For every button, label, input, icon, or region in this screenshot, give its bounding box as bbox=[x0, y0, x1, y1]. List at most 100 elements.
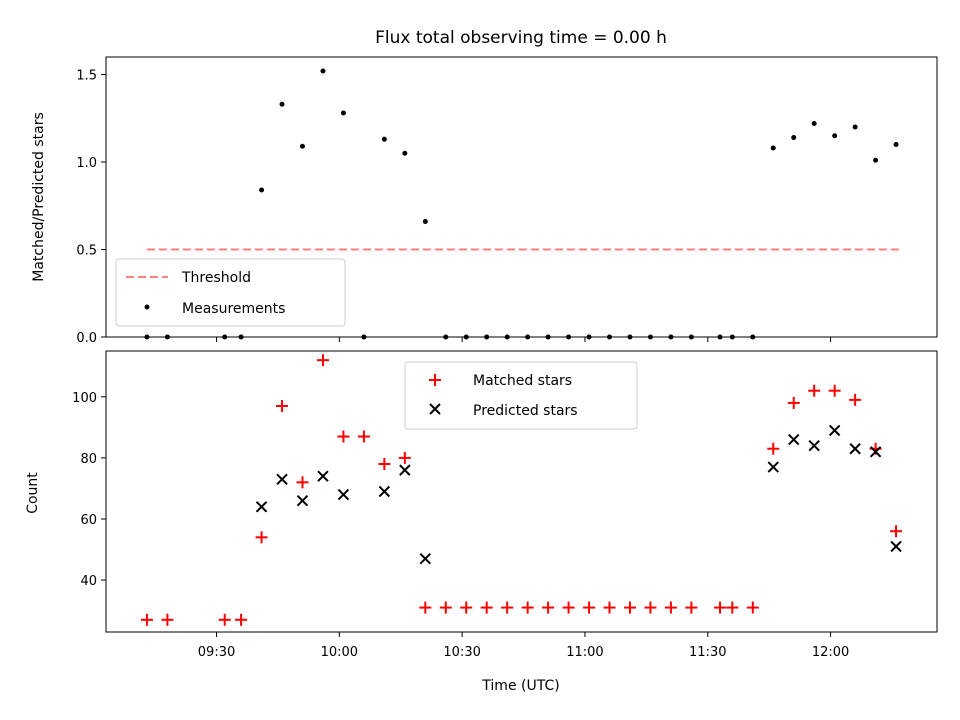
predicted-star-point bbox=[378, 485, 391, 498]
top-axes-frame bbox=[105, 56, 938, 338]
top-y-axis-label: Matched/Predicted stars bbox=[31, 112, 47, 282]
top-legend-box bbox=[115, 258, 346, 327]
matched-star-point bbox=[296, 476, 309, 489]
matched-star-point bbox=[623, 601, 636, 614]
legend-matched-swatch bbox=[429, 374, 441, 386]
chart-title: Flux total observing time = 0.00 h bbox=[375, 28, 667, 48]
bottom-axes-frame bbox=[105, 350, 938, 633]
matched-star-point bbox=[542, 601, 555, 614]
bottom-legend-box bbox=[404, 361, 638, 430]
bottom-y-axis-label: Count bbox=[25, 472, 41, 514]
matched-star-point bbox=[644, 601, 657, 614]
legend-measurements-swatch bbox=[144, 304, 150, 310]
matched-star-point bbox=[714, 601, 727, 614]
matched-star-point bbox=[378, 458, 391, 471]
matched-star-point bbox=[140, 613, 153, 626]
predicted-star-point bbox=[337, 488, 350, 501]
x-axis-label: Time (UTC) bbox=[481, 678, 559, 694]
measurement-point bbox=[791, 135, 797, 140]
matched-star-point bbox=[357, 430, 370, 443]
matched-star-point bbox=[849, 393, 862, 406]
measurement-point bbox=[422, 219, 428, 224]
legend-predicted-label: Predicted stars bbox=[473, 403, 578, 419]
top-y-tick-label: 1.5 bbox=[76, 69, 97, 84]
matched-star-point bbox=[583, 601, 596, 614]
predicted-star-point bbox=[276, 473, 288, 485]
matched-star-point bbox=[890, 525, 903, 538]
matched-star-point bbox=[235, 613, 248, 626]
x-tick-label: 09:30 bbox=[198, 645, 235, 660]
top-y-tick-label: 1.0 bbox=[76, 156, 97, 171]
predicted-star-point bbox=[828, 424, 841, 437]
matched-star-point bbox=[787, 396, 800, 409]
x-tick-label: 10:30 bbox=[443, 645, 480, 660]
bottom-y-tick-label: 80 bbox=[80, 452, 97, 467]
bottom-y-tick-label: 60 bbox=[80, 513, 97, 528]
matched-star-point bbox=[808, 384, 821, 397]
measurement-point bbox=[811, 121, 817, 126]
matched-star-point bbox=[746, 601, 759, 614]
predicted-star-point bbox=[399, 464, 411, 476]
matched-star-point bbox=[316, 354, 329, 367]
predicted-star-point bbox=[296, 494, 309, 507]
predicted-star-point bbox=[255, 501, 268, 513]
matched-star-point bbox=[218, 613, 231, 626]
predicted-star-point bbox=[767, 461, 779, 473]
matched-star-point bbox=[664, 601, 677, 614]
measurement-point bbox=[381, 136, 387, 142]
measurement-point bbox=[832, 133, 838, 139]
measurement-point bbox=[893, 142, 899, 147]
predicted-star-point bbox=[869, 446, 882, 458]
matched-star-point bbox=[439, 601, 452, 614]
top-legend: Threshold Measurements bbox=[115, 258, 346, 327]
measurement-point bbox=[299, 143, 305, 149]
measurement-point bbox=[770, 145, 776, 151]
legend-threshold-label: Threshold bbox=[181, 270, 251, 286]
top-y-tick-label: 0.5 bbox=[76, 244, 97, 259]
matched-star-point bbox=[726, 601, 739, 614]
measurement-point bbox=[320, 68, 326, 74]
top-y-tick-label: 0.0 bbox=[76, 331, 97, 346]
x-tick-label: 11:00 bbox=[566, 645, 603, 660]
predicted-star-point bbox=[890, 540, 902, 553]
matched-star-point bbox=[562, 601, 575, 614]
matched-star-point bbox=[337, 430, 350, 443]
legend-predicted-swatch bbox=[429, 403, 441, 415]
matched-star-point bbox=[480, 601, 493, 614]
matched-star-point bbox=[685, 601, 698, 614]
measurement-point bbox=[873, 157, 879, 163]
matched-star-point bbox=[255, 531, 268, 544]
legend-matched-label: Matched stars bbox=[473, 373, 572, 389]
bottom-y-tick-label: 100 bbox=[72, 391, 97, 406]
measurement-point bbox=[279, 101, 285, 107]
predicted-star-point bbox=[808, 439, 820, 452]
bottom-axis-ticks: 40 60 80 100 09:30 10:00 10:30 11:00 11:30 12:00 bbox=[72, 391, 849, 660]
matched-star-point bbox=[767, 442, 780, 455]
predicted-star-point bbox=[788, 433, 800, 446]
measurement-point bbox=[259, 187, 265, 193]
matched-star-point bbox=[828, 384, 841, 397]
bottom-legend: Matched stars Predicted stars bbox=[404, 361, 638, 430]
measurement-point bbox=[402, 150, 408, 156]
matched-star-point bbox=[161, 613, 174, 626]
bottom-y-tick-label: 40 bbox=[80, 574, 97, 589]
x-tick-label: 12:00 bbox=[812, 645, 849, 660]
matched-star-point bbox=[603, 601, 616, 614]
x-tick-label: 11:30 bbox=[689, 645, 726, 660]
matched-star-point bbox=[419, 601, 432, 614]
predicted-star-point bbox=[317, 470, 329, 482]
measurement-point bbox=[852, 124, 858, 130]
predicted-star-point bbox=[419, 552, 432, 565]
matched-star-point bbox=[398, 451, 411, 464]
matched-star-point bbox=[460, 601, 473, 614]
predicted-star-point bbox=[849, 443, 861, 455]
x-tick-label: 10:00 bbox=[321, 645, 358, 660]
measurement-point bbox=[340, 110, 346, 116]
matched-star-point bbox=[521, 601, 534, 614]
legend-measurements-label: Measurements bbox=[182, 301, 285, 317]
bottom-panel-marks bbox=[140, 354, 903, 626]
matched-star-point bbox=[276, 399, 289, 412]
top-axis-ticks: 0.0 0.5 1.0 1.5 bbox=[76, 69, 832, 346]
